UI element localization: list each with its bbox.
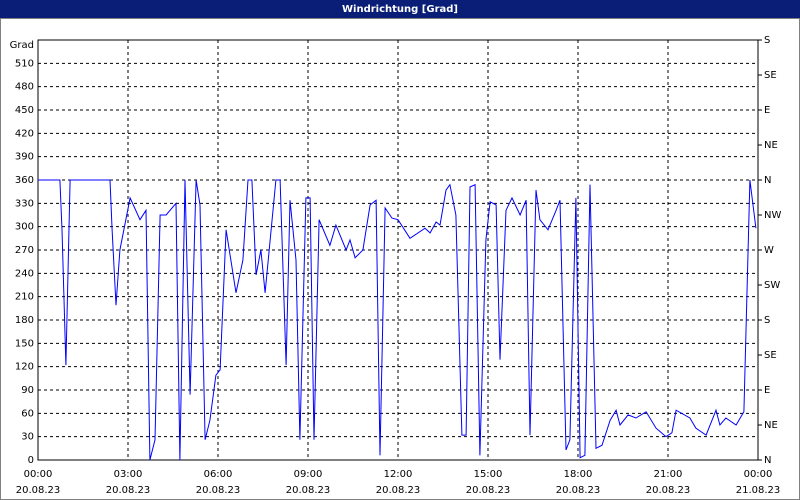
- x-tick-date: 20.08.23: [556, 485, 601, 496]
- y2-tick-label: S: [764, 35, 770, 46]
- y2-tick-label: NW: [764, 210, 781, 221]
- x-tick-label: 00:00: [744, 469, 773, 480]
- y-tick-label: 90: [21, 385, 34, 396]
- x-tick-date: 20.08.23: [466, 485, 511, 496]
- x-tick-date: 20.08.23: [196, 485, 241, 496]
- y-tick-label: 360: [15, 175, 34, 186]
- y-tick-label: 510: [15, 58, 34, 69]
- x-tick-date: 21.08.23: [736, 485, 781, 496]
- x-tick-date: 20.08.23: [376, 485, 421, 496]
- y-tick-label: 270: [15, 245, 34, 256]
- y2-tick-label: NE: [764, 420, 778, 431]
- x-tick-date: 20.08.23: [106, 485, 151, 496]
- x-tick-date: 20.08.23: [286, 485, 331, 496]
- x-tick-label: 00:00: [24, 469, 53, 480]
- y-tick-label: 300: [15, 222, 34, 233]
- y-tick-label: 120: [15, 362, 34, 373]
- x-tick-label: 09:00: [294, 469, 323, 480]
- y2-tick-label: SE: [764, 70, 777, 81]
- y-tick-label: 30: [21, 432, 34, 443]
- x-tick-label: 06:00: [204, 469, 233, 480]
- x-tick-label: 03:00: [114, 469, 143, 480]
- x-tick-label: 15:00: [474, 469, 503, 480]
- y-tick-label: 240: [15, 268, 34, 279]
- plot-frame: [37, 39, 759, 461]
- y-tick-label: 330: [15, 198, 34, 209]
- y2-tick-label: N: [764, 175, 771, 186]
- y2-tick-label: SE: [764, 350, 777, 361]
- y-tick-label: 0: [28, 455, 34, 466]
- x-tick-date: 20.08.23: [16, 485, 61, 496]
- x-tick-label: 18:00: [564, 469, 593, 480]
- series-line: [38, 179, 757, 461]
- y-tick-label: 150: [15, 338, 34, 349]
- y2-tick-label: SW: [764, 280, 780, 291]
- x-tick-label: 21:00: [654, 469, 683, 480]
- y-tick-label: 480: [15, 82, 34, 93]
- y-tick-label: 390: [15, 152, 34, 163]
- y-tick-label: 60: [21, 408, 34, 419]
- y2-tick-label: N: [764, 455, 771, 466]
- y2-tick-label: E: [764, 105, 770, 116]
- x-tick-date: 20.08.23: [646, 485, 691, 496]
- y2-tick-label: S: [764, 315, 770, 326]
- y-tick-label: 210: [15, 292, 34, 303]
- y2-tick-label: E: [764, 385, 770, 396]
- title-bar: [0, 0, 800, 18]
- y-axis-label: Grad: [10, 40, 34, 51]
- y2-tick-label: NE: [764, 140, 778, 151]
- chart-title: Windrichtung [Grad]: [342, 4, 458, 15]
- window-border: [0, 18, 800, 500]
- y-tick-label: 450: [15, 105, 34, 116]
- y2-tick-label: W: [764, 245, 774, 256]
- y-tick-label: 180: [15, 315, 34, 326]
- x-tick-label: 12:00: [384, 469, 413, 480]
- y-tick-label: 420: [15, 128, 34, 139]
